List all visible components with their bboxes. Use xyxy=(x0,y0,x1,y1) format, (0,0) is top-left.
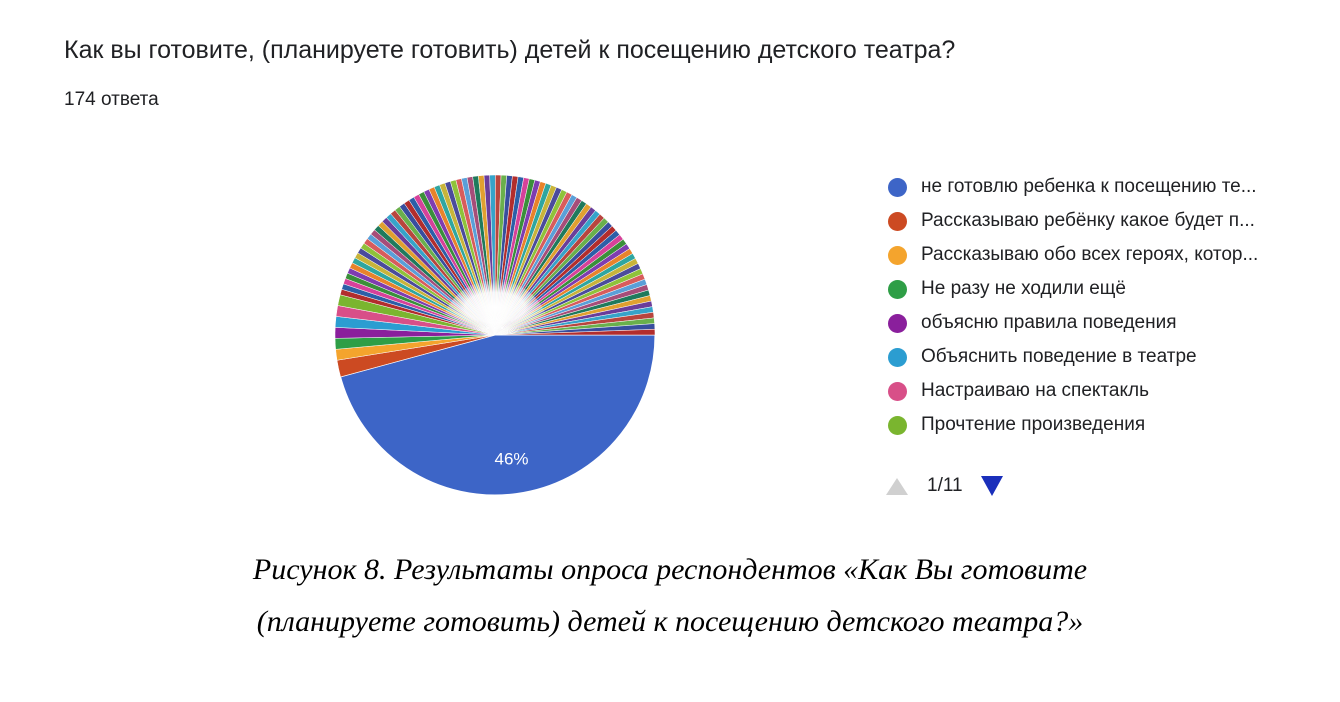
pager-previous-icon[interactable] xyxy=(886,477,908,495)
legend-item-7[interactable]: Настраиваю на спектакль xyxy=(888,374,1328,408)
pie-slice-1-label: 46% xyxy=(494,450,528,469)
question-title: Как вы готовите, (планируете готовить) д… xyxy=(64,36,956,64)
legend-swatch-icon xyxy=(888,177,907,197)
legend-label: Прочтение произведения xyxy=(921,414,1146,435)
figure-caption: Рисунок 8. Результаты опроса респонденто… xyxy=(0,544,1340,648)
legend-item-6[interactable]: Объяснить поведение в театре xyxy=(888,340,1328,374)
legend-swatch-icon xyxy=(888,245,907,265)
legend-label: объясню правила поведения xyxy=(921,312,1177,333)
legend-label: Настраиваю на спектакль xyxy=(921,380,1149,401)
legend-swatch-icon xyxy=(888,415,907,435)
survey-result-card: Как вы готовите, (планируете готовить) д… xyxy=(64,36,1328,500)
legend-label: Не разу не ходили ещё xyxy=(921,278,1126,299)
caption-line-2: (планируете готовить) детей к посещению … xyxy=(256,605,1084,638)
legend-swatch-icon xyxy=(888,313,907,333)
legend-label: Рассказываю обо всех героях, котор... xyxy=(921,244,1259,265)
pie-center-glow xyxy=(440,280,550,335)
legend-swatch-icon xyxy=(888,381,907,401)
legend-label: Объяснить поведение в театре xyxy=(921,346,1197,367)
pager-page-indicator: 1/11 xyxy=(927,475,963,496)
legend-swatch-icon xyxy=(888,211,907,231)
legend-swatch-icon xyxy=(888,279,907,299)
pie-slice-1[interactable] xyxy=(339,334,656,496)
legend-label: не готовлю ребенка к посещению те... xyxy=(921,176,1257,197)
legend-pager: 1/11 xyxy=(886,472,1003,500)
legend-item-3[interactable]: Рассказываю обо всех героях, котор... xyxy=(888,238,1328,272)
legend-item-1[interactable]: не готовлю ребенка к посещению те... xyxy=(888,170,1328,204)
pie-chart: 46% xyxy=(334,174,656,496)
legend-label: Рассказываю ребёнку какое будет п... xyxy=(921,210,1255,231)
legend-item-8[interactable]: Прочтение произведения xyxy=(888,408,1328,442)
legend-swatch-icon xyxy=(888,347,907,367)
pager-next-icon[interactable] xyxy=(980,476,1003,496)
chart-legend: не готовлю ребенка к посещению те... Расс… xyxy=(888,170,1328,442)
legend-item-5[interactable]: объясню правила поведения xyxy=(888,306,1328,340)
response-count: 174 ответа xyxy=(64,89,159,110)
caption-line-1: Рисунок 8. Результаты опроса респонденто… xyxy=(252,553,1088,586)
legend-item-2[interactable]: Рассказываю ребёнку какое будет п... xyxy=(888,204,1328,238)
legend-item-4[interactable]: Не разу не ходили ещё xyxy=(888,272,1328,306)
